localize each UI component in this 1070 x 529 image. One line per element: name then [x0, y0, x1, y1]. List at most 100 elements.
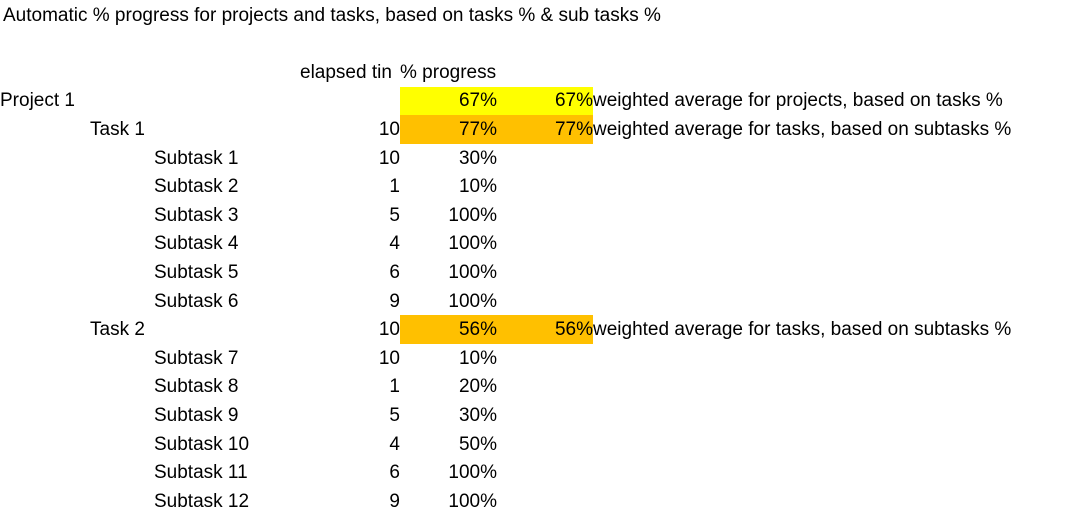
- note-cell: [593, 487, 1070, 516]
- header-spacer-pct2: [497, 58, 593, 87]
- subtask-label-cell: Subtask 4: [154, 233, 239, 255]
- progress-cell: 100%: [448, 290, 497, 312]
- subtask-label-cell: Subtask 11: [154, 462, 248, 484]
- progress-cell: 56%: [400, 315, 497, 344]
- table-row: Subtask 12 9 100%: [0, 487, 1070, 516]
- table-row: Project 1 67% 67% weighted average for proj…: [0, 86, 1070, 116]
- note-cell: weighted average for tasks, based on sub…: [593, 319, 1012, 341]
- elapsed-time-cell: 1: [389, 176, 400, 198]
- subtask-label-cell: Subtask 7: [154, 347, 239, 369]
- note-cell: [593, 230, 1070, 259]
- table-row: Subtask 5 6 100%: [0, 258, 1070, 287]
- progress-cell: 100%: [448, 261, 497, 283]
- progress-cell: 77%: [400, 115, 497, 144]
- note-cell: [593, 401, 1070, 430]
- subtask-label-cell: Subtask 12: [154, 490, 250, 512]
- table-row: Subtask 7 10 10%: [0, 344, 1070, 373]
- progress-cell: 20%: [458, 376, 497, 398]
- progress-summary-cell: [497, 230, 593, 259]
- table-row: Subtask 11 6 100%: [0, 458, 1070, 487]
- elapsed-time-cell: 4: [389, 433, 400, 455]
- elapsed-time-cell: 5: [389, 204, 400, 226]
- subtask-label-cell: Subtask 6: [154, 290, 239, 312]
- note-cell: [593, 344, 1070, 373]
- subtask-label-cell: Subtask 9: [154, 404, 239, 426]
- note-cell: [593, 458, 1070, 487]
- note-cell: [593, 430, 1070, 459]
- table-row: Subtask 8 1 20%: [0, 373, 1070, 402]
- table-row: Task 1 10 77% 77% weighted average for tasks…: [0, 115, 1070, 144]
- note-cell: [593, 201, 1070, 230]
- subtask-label-cell: [154, 115, 300, 144]
- subtask-label-cell: Subtask 2: [154, 176, 239, 198]
- task-label-cell: Task 2: [90, 319, 145, 341]
- project-label-cell: [0, 115, 90, 144]
- header-row: elapsed tin % progress: [0, 58, 1070, 87]
- task-label-cell: [90, 201, 154, 230]
- page-title: Automatic % progress for projects and ta…: [3, 5, 661, 26]
- subtask-label-cell: Subtask 8: [154, 376, 239, 398]
- project-label-cell: Project 1: [0, 90, 75, 112]
- progress-summary-cell: [497, 458, 593, 487]
- elapsed-time-header: elapsed tin: [300, 61, 392, 83]
- table-row: Subtask 6 9 100%: [0, 287, 1070, 316]
- elapsed-time-cell: 1: [389, 376, 400, 398]
- project-label-cell: [0, 287, 90, 316]
- progress-cell: 30%: [458, 404, 497, 426]
- table-row: Task 2 10 56% 56% weighted average for tasks…: [0, 315, 1070, 344]
- progress-summary-cell: [497, 201, 593, 230]
- progress-cell: 30%: [458, 147, 497, 169]
- progress-summary-cell: [497, 144, 593, 173]
- elapsed-time-cell: 10: [378, 118, 400, 140]
- progress-summary-cell: [497, 344, 593, 373]
- header-spacer-project: [0, 58, 90, 87]
- progress-cell: 10%: [458, 176, 497, 198]
- task-label-cell: [90, 344, 154, 373]
- note-cell: [593, 144, 1070, 173]
- elapsed-time-cell: 4: [389, 233, 400, 255]
- progress-summary-cell: 56%: [497, 315, 593, 344]
- note-cell: weighted average for projects, based on …: [593, 90, 1003, 112]
- progress-summary-cell: [497, 258, 593, 287]
- task-label-cell: [90, 87, 154, 116]
- progress-summary-cell: [497, 287, 593, 316]
- header-spacer-note: [593, 58, 1070, 87]
- project-label-cell: [0, 487, 90, 516]
- note-cell: weighted average for tasks, based on sub…: [593, 118, 1012, 140]
- subtask-label-cell: [154, 87, 300, 116]
- task-label-cell: [90, 487, 154, 516]
- progress-summary-cell: 67%: [497, 86, 593, 116]
- progress-cell: 67%: [400, 86, 497, 116]
- table-row: Subtask 4 4 100%: [0, 230, 1070, 259]
- elapsed-time-cell: 9: [389, 490, 400, 512]
- task-label-cell: [90, 258, 154, 287]
- subtask-label-cell: Subtask 1: [154, 147, 239, 169]
- progress-cell: 10%: [458, 347, 497, 369]
- elapsed-time-cell: 10: [378, 319, 400, 341]
- note-cell: [593, 287, 1070, 316]
- subtask-label-cell: Subtask 10: [154, 433, 250, 455]
- project-label-cell: [0, 315, 90, 344]
- progress-summary-cell: [497, 401, 593, 430]
- project-label-cell: [0, 344, 90, 373]
- header-spacer-task: [90, 58, 154, 87]
- progress-cell: 50%: [458, 433, 497, 455]
- project-label-cell: [0, 401, 90, 430]
- progress-table: elapsed tin % progress Project 1 67% 67% we…: [0, 58, 1070, 516]
- note-cell: [593, 258, 1070, 287]
- project-label-cell: [0, 258, 90, 287]
- header-spacer-subtask: [154, 58, 300, 87]
- project-label-cell: [0, 172, 90, 201]
- project-label-cell: [0, 458, 90, 487]
- task-label-cell: [90, 144, 154, 173]
- table-row: Subtask 2 1 10%: [0, 172, 1070, 201]
- progress-cell: 100%: [448, 490, 497, 512]
- table-row: Subtask 3 5 100%: [0, 201, 1070, 230]
- note-cell: [593, 172, 1070, 201]
- task-label-cell: [90, 430, 154, 459]
- elapsed-time-cell: 10: [378, 347, 400, 369]
- table-body: Project 1 67% 67% weighted average for proj…: [0, 86, 1070, 516]
- project-label-cell: [0, 430, 90, 459]
- elapsed-time-cell: 5: [389, 404, 400, 426]
